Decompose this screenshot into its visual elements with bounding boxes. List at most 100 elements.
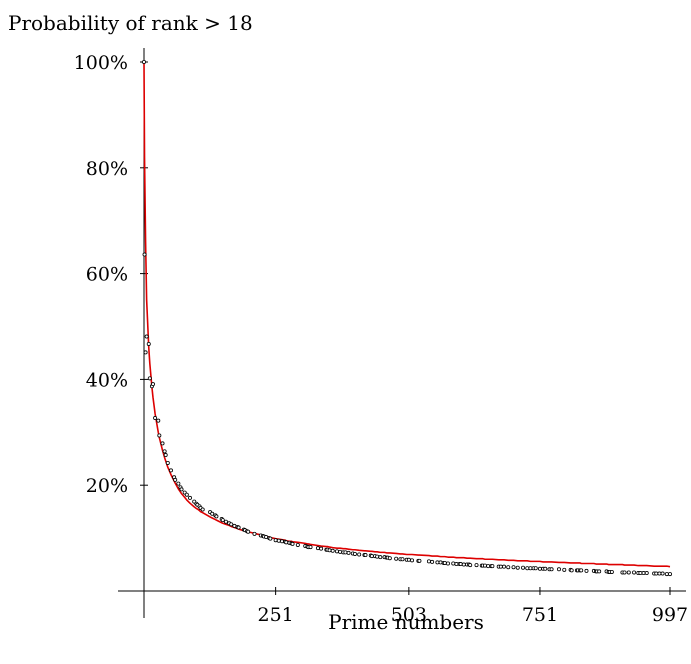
data-point [150,382,155,387]
data-point [176,481,181,486]
data-point [660,571,665,576]
data-point [664,572,669,577]
data-point [343,550,348,555]
data-point [445,561,450,566]
data-point [252,531,257,536]
data-point [515,565,520,570]
y-tick-label: 100% [74,52,128,74]
data-point [363,553,368,558]
data-point [184,492,189,497]
x-tick-label: 251 [257,604,293,626]
data-point [400,557,405,562]
data-point [569,568,574,573]
data-point [156,418,161,423]
data-point [334,549,339,554]
data-point [426,559,431,564]
data-point [357,552,362,557]
data-point [378,555,383,560]
data-point [375,554,380,559]
data-point [641,571,646,576]
data-point [584,568,589,573]
data-point [654,571,659,576]
data-point [162,449,167,454]
data-point [506,565,511,570]
y-axis-ticks: 20% 40% 60% 80% 100% [74,52,148,497]
data-point [330,548,335,553]
data-point [498,564,503,569]
data-point [236,525,241,530]
data-point [394,556,399,561]
data-point [141,60,146,65]
data-point [461,562,466,567]
data-point [458,562,463,567]
data-point [632,570,637,575]
data-point [626,570,631,575]
x-axis-ticks: 251 503 751 997 [257,587,688,626]
y-axis-title: Probability of rank > 18 [8,11,253,35]
data-point [168,468,173,473]
data-point [346,550,351,555]
data-point [417,558,422,563]
data-point [579,568,584,573]
data-point [528,566,533,571]
data-point [537,566,542,571]
y-tick-label: 40% [86,369,128,391]
data-point [142,252,147,257]
fitted-curve [143,61,671,568]
data-point [352,551,357,556]
data-point [521,565,526,570]
data-point [369,554,374,559]
data-point [430,559,435,564]
data-point [264,535,269,540]
data-point [179,487,184,492]
data-point [438,560,443,565]
data-point [160,441,165,446]
data-point [144,334,149,339]
y-tick-label: 60% [86,264,128,286]
data-point [657,571,662,576]
data-point [468,563,473,568]
data-point [609,569,614,574]
data-point [490,564,495,569]
data-point [165,460,170,465]
data-point [454,562,459,567]
data-point [338,549,343,554]
data-point [668,572,673,577]
data-point [279,539,284,544]
data-point [327,548,332,553]
data-point [173,477,178,482]
x-tick-label: 751 [522,604,558,626]
data-point [276,538,281,543]
data-point [210,511,215,516]
data-point [200,507,205,512]
data-point [486,564,491,569]
fitted-curve-series [143,61,671,568]
data-point [284,540,289,545]
data-point [315,546,320,551]
data-point [273,538,278,543]
data-point [511,565,516,570]
data-point [214,514,219,519]
data-point [187,495,192,500]
x-tick-label: 503 [391,604,427,626]
x-tick-label: 997 [652,604,688,626]
data-point [147,376,152,381]
scatter-points-series [141,60,673,577]
y-tick-label: 80% [86,158,128,180]
data-point [556,567,561,572]
data-point [143,350,148,355]
data-point [308,545,313,550]
data-point [482,563,487,568]
data-point [410,558,415,563]
data-point [153,416,158,421]
data-point [220,518,225,523]
data-point [435,560,440,565]
data-point [442,560,447,565]
data-point [533,566,538,571]
y-tick-label: 20% [86,475,128,497]
data-point [295,542,300,547]
data-point [268,536,273,541]
data-point [597,569,602,574]
data-point [622,570,627,575]
